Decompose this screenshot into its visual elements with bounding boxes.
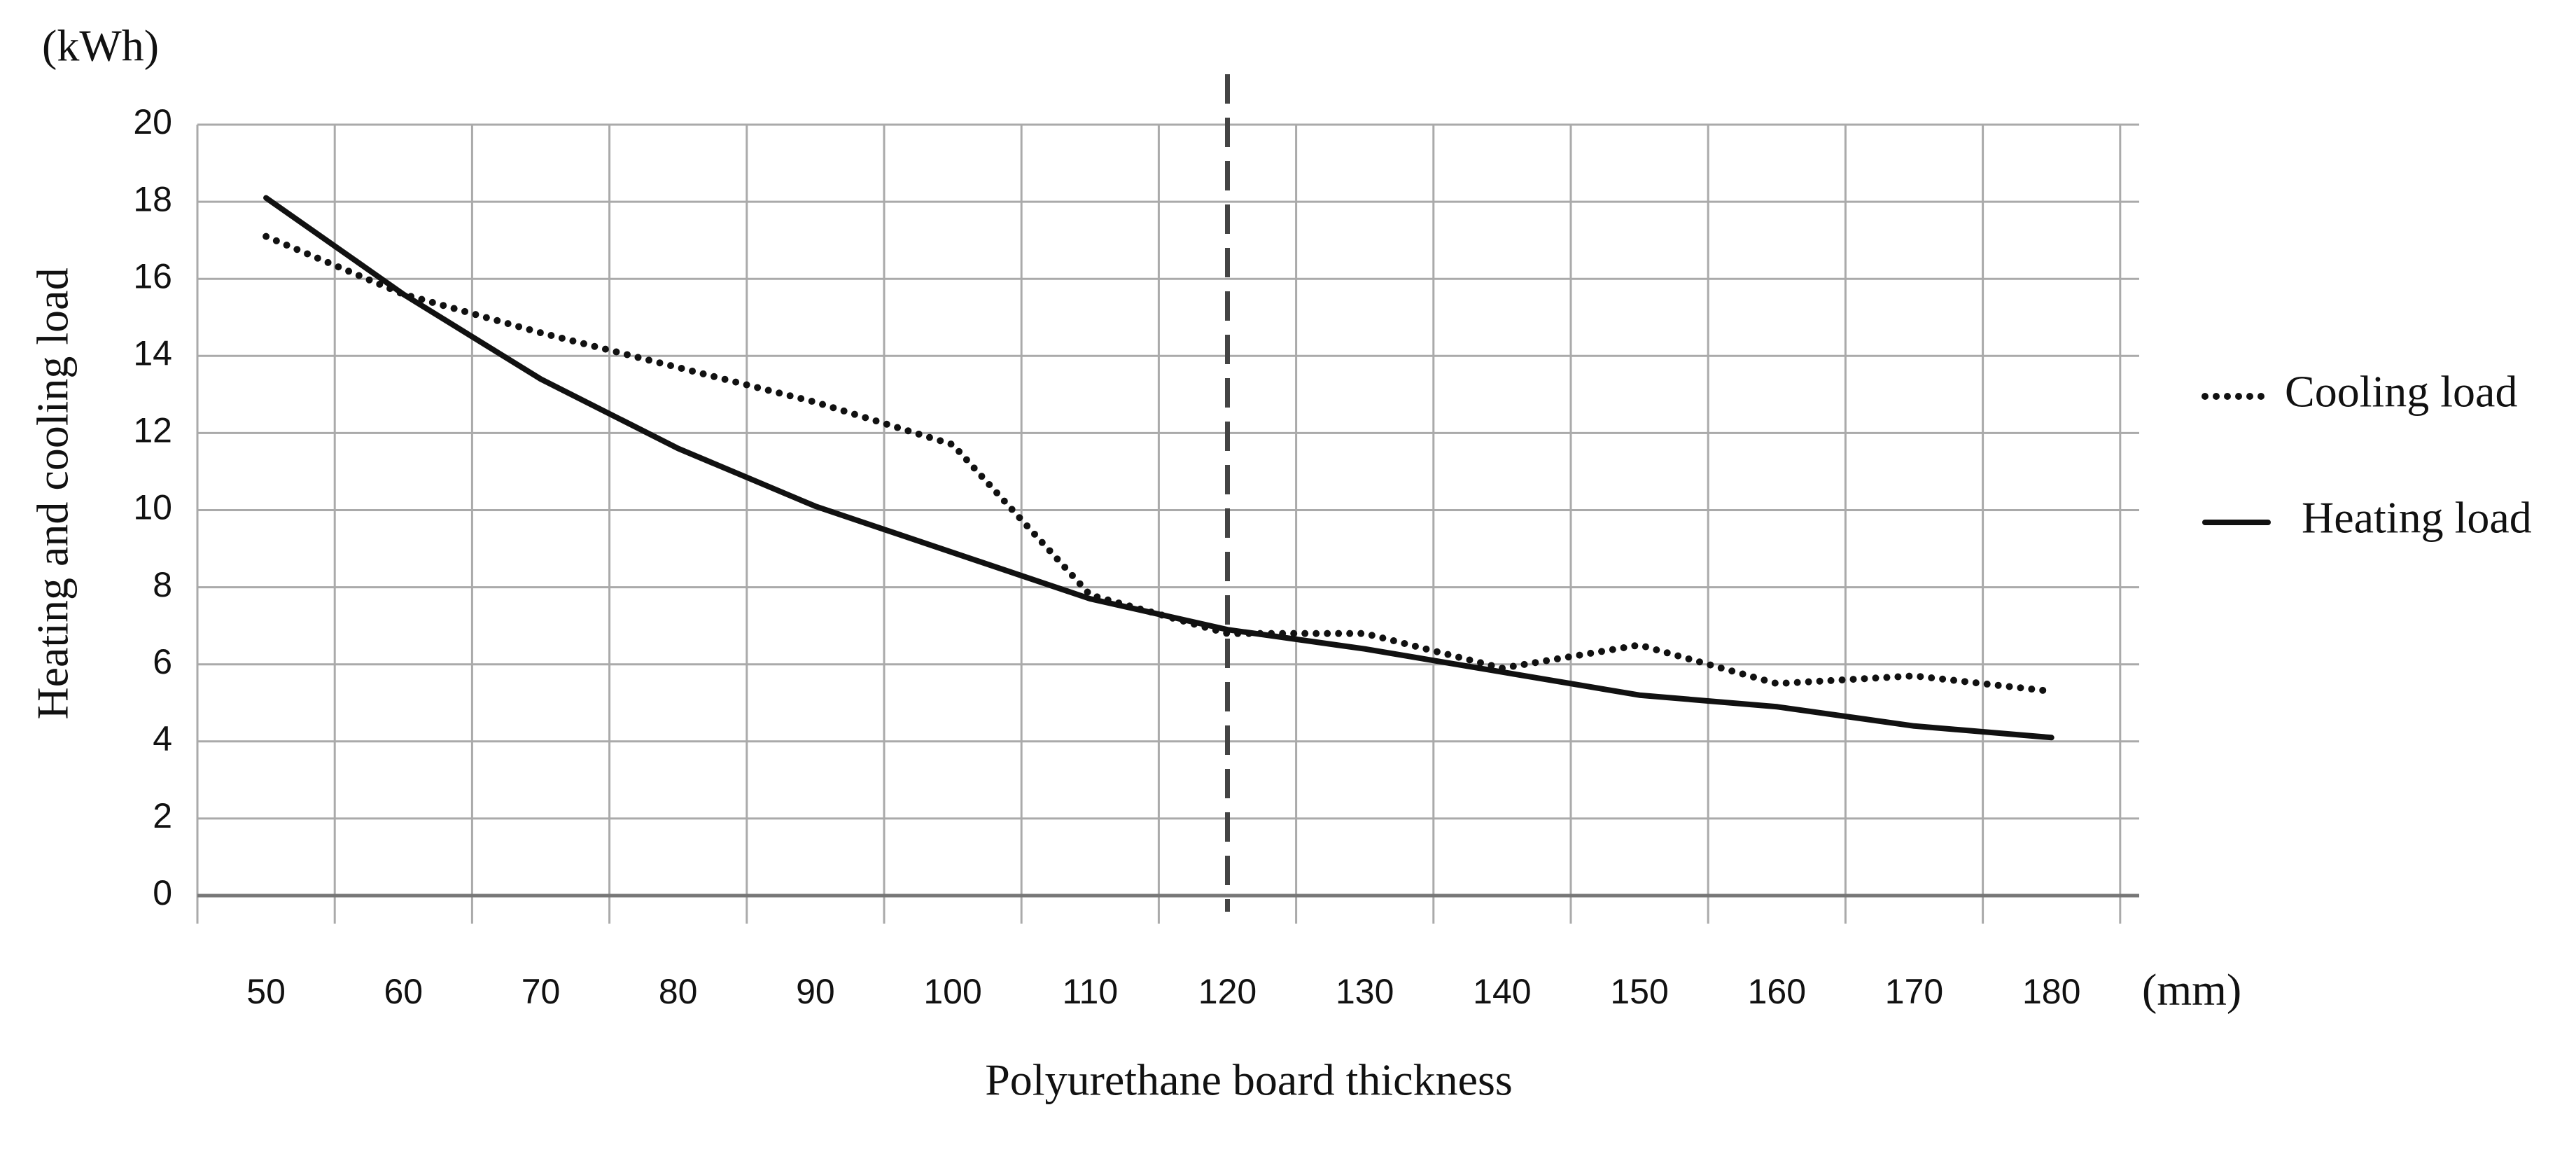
- x-tick-label: 160: [1748, 972, 1806, 1011]
- y-unit: (kWh): [42, 21, 159, 71]
- y-tick-label: 8: [153, 565, 172, 604]
- y-tick-label: 18: [133, 179, 172, 218]
- y-tick-label: 14: [133, 334, 172, 373]
- x-unit: (mm): [2142, 965, 2241, 1015]
- x-tick-label: 50: [246, 972, 286, 1011]
- y-tick-label: 20: [133, 102, 172, 141]
- y-tick-label: 16: [133, 256, 172, 296]
- y-tick-label: 12: [133, 411, 172, 450]
- y-tick-label: 2: [153, 796, 172, 835]
- y-axis-label: Heating and cooling load: [28, 267, 78, 719]
- x-tick-label: 110: [1062, 972, 1118, 1011]
- x-tick-label: 120: [1198, 972, 1256, 1011]
- x-tick-label: 150: [1610, 972, 1668, 1011]
- x-tick-label: 100: [923, 972, 981, 1011]
- x-tick-label: 60: [384, 972, 423, 1011]
- legend-label: Cooling load: [2285, 367, 2517, 417]
- x-tick-label: 170: [1885, 972, 1943, 1011]
- y-tick-label: 0: [153, 873, 172, 912]
- series-line: [263, 195, 2054, 741]
- y-tick-label: 6: [153, 642, 172, 681]
- x-axis-label: Polyurethane board thickness: [985, 1055, 1513, 1105]
- y-tick-label: 10: [133, 488, 172, 527]
- x-tick-label: 130: [1336, 972, 1394, 1011]
- x-tick-label: 70: [522, 972, 561, 1011]
- x-tick-label: 180: [2022, 972, 2080, 1011]
- x-tick-label: 80: [659, 972, 698, 1011]
- x-tick-label: 90: [796, 972, 835, 1011]
- x-tick-label: 140: [1473, 972, 1531, 1011]
- y-tick-label: 4: [153, 719, 172, 758]
- legend-label: Heating load: [2302, 493, 2532, 543]
